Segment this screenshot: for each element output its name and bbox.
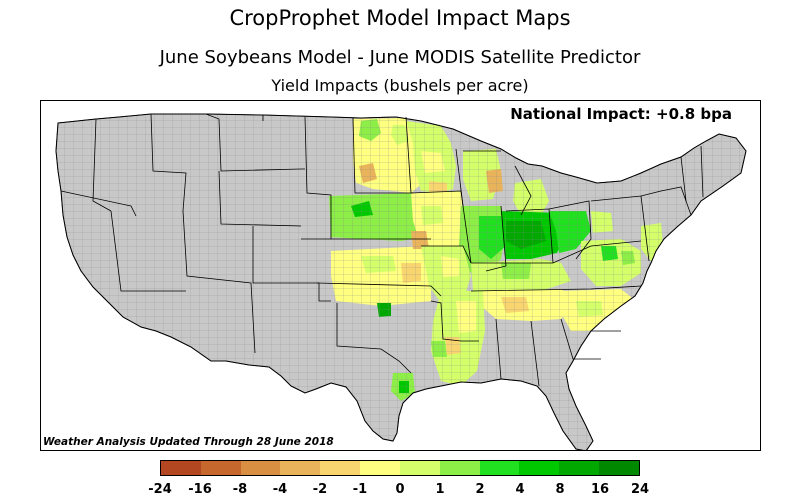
map-units-subtitle: Yield Impacts (bushels per acre) xyxy=(271,76,529,95)
map-subtitle: June Soybeans Model - June MODIS Satelli… xyxy=(159,47,641,68)
map-svg xyxy=(55,113,747,450)
legend-swatch xyxy=(519,461,560,475)
legend-tick-labels: -24 -16 -8 -4 -2 -1 0 1 2 4 8 16 24 xyxy=(0,482,800,500)
legend-swatch xyxy=(320,461,361,475)
legend-tick-label: 1 xyxy=(435,482,445,497)
legend-tick-label: 8 xyxy=(555,482,565,497)
county-lines xyxy=(56,114,746,450)
legend-tick-label: -4 xyxy=(272,482,288,497)
legend-tick-label: -1 xyxy=(352,482,368,497)
legend-swatch xyxy=(161,461,201,475)
us-impact-map: National Impact: +0.8 bpa Weather Analys… xyxy=(40,100,761,451)
legend-tick-label: -16 xyxy=(188,482,212,497)
legend-tick-label: 16 xyxy=(590,482,610,497)
legend-tick-label: -2 xyxy=(312,482,328,497)
legend-swatch xyxy=(280,461,321,475)
legend-tick-label: 24 xyxy=(630,482,650,497)
updated-note: Weather Analysis Updated Through 28 June… xyxy=(43,436,334,448)
legend-swatch xyxy=(240,461,281,475)
legend-swatch xyxy=(360,461,400,475)
legend-colorbar xyxy=(160,460,640,476)
legend-swatch xyxy=(399,461,440,475)
page-title: CropProphet Model Impact Maps xyxy=(229,6,571,30)
legend-swatch xyxy=(439,461,480,475)
legend-tick-label: -8 xyxy=(232,482,248,497)
legend-swatch xyxy=(200,461,241,475)
legend-tick-label: 2 xyxy=(475,482,485,497)
state-boundaries xyxy=(55,113,747,450)
legend-swatch xyxy=(559,461,600,475)
legend-tick-label: 4 xyxy=(515,482,525,497)
national-impact-label: National Impact: +0.8 bpa xyxy=(510,105,732,123)
legend-swatch xyxy=(599,461,639,475)
legend-tick-label: -24 xyxy=(148,482,172,497)
legend-swatch xyxy=(479,461,520,475)
legend-tick-label: 0 xyxy=(395,482,405,497)
